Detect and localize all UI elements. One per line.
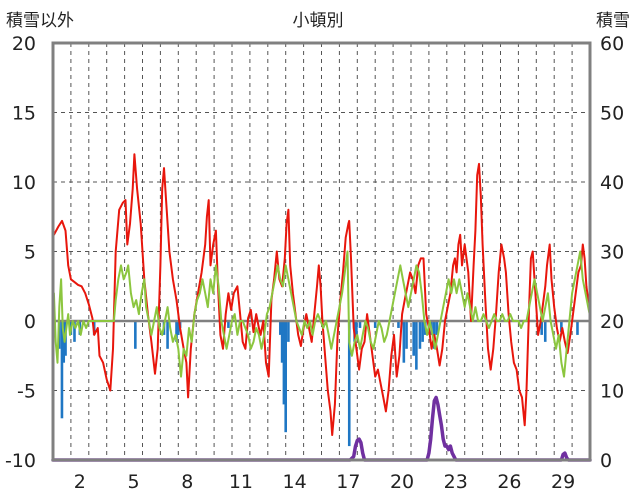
y-right-tick-label: 10 xyxy=(600,381,624,403)
y-right-tick-label: 50 xyxy=(600,103,624,125)
plot-frame xyxy=(51,41,592,462)
x-tick-label: 5 xyxy=(128,471,140,493)
blue-bar xyxy=(282,321,286,405)
x-tick-label: 29 xyxy=(551,471,575,493)
x-tick-label: 2 xyxy=(74,471,86,493)
blue-bar xyxy=(355,321,358,335)
blue-bar xyxy=(166,321,169,349)
blue-bar xyxy=(402,321,406,363)
blue-bar xyxy=(418,321,422,349)
y-left-tick-label: 20 xyxy=(12,33,36,55)
y-right-tick-label: 0 xyxy=(600,450,612,472)
x-tick-label: 17 xyxy=(336,471,360,493)
x-tick-label: 8 xyxy=(181,471,193,493)
y-right-ticks: 60 50 40 30 20 10 0 xyxy=(600,33,624,472)
blue-bar xyxy=(435,321,439,335)
x-tick-label: 23 xyxy=(444,471,468,493)
y-right-tick-label: 30 xyxy=(600,242,624,264)
blue-bar xyxy=(373,321,377,328)
blue-bar xyxy=(280,321,284,363)
blue-bar xyxy=(73,321,76,342)
blue-bar xyxy=(560,321,563,333)
y-left-tick-label: -5 xyxy=(17,381,36,403)
x-ticks: 2 5 8 11 14 17 20 23 26 29 xyxy=(74,471,575,493)
y-left-ticks: 20 15 10 5 0 -5 -10 xyxy=(5,33,36,472)
left-axis-label: 積雪以外 xyxy=(6,11,74,31)
blue-bar xyxy=(287,321,290,342)
blue-bar xyxy=(175,321,178,342)
y-left-tick-label: -10 xyxy=(5,450,36,472)
chart-title: 小頓別 xyxy=(293,11,344,31)
y-left-tick-label: 15 xyxy=(12,103,36,125)
y-left-tick-label: 10 xyxy=(12,172,36,194)
x-tick-label: 14 xyxy=(283,471,307,493)
blue-bar xyxy=(347,321,351,447)
y-left-tick-label: 0 xyxy=(24,311,36,333)
blue-bar xyxy=(279,321,282,335)
blue-bar xyxy=(540,321,543,335)
blue-bar xyxy=(284,321,287,433)
blue-bar xyxy=(421,321,424,342)
grid xyxy=(53,43,590,460)
blue-bar xyxy=(543,321,547,342)
green-line xyxy=(52,250,591,378)
blue-bar xyxy=(412,321,415,356)
blue-bar xyxy=(134,321,137,349)
blue-bar xyxy=(358,321,362,328)
x-tick-label: 11 xyxy=(229,471,253,493)
y-right-tick-label: 60 xyxy=(600,33,624,55)
x-tick-label: 26 xyxy=(497,471,521,493)
blue-bar xyxy=(177,321,180,335)
right-axis-label: 積雪 xyxy=(596,11,630,31)
y-right-tick-label: 20 xyxy=(600,311,624,333)
blue-bar xyxy=(60,321,64,419)
y-right-tick-label: 40 xyxy=(600,172,624,194)
blue-bar xyxy=(415,321,418,370)
blue-bar xyxy=(227,321,230,328)
blue-bar xyxy=(576,321,579,335)
blue-bar xyxy=(397,321,400,328)
y-left-tick-label: 5 xyxy=(24,242,36,264)
red-line xyxy=(52,153,591,436)
blue-bar xyxy=(405,321,408,349)
x-tick-label: 20 xyxy=(390,471,414,493)
